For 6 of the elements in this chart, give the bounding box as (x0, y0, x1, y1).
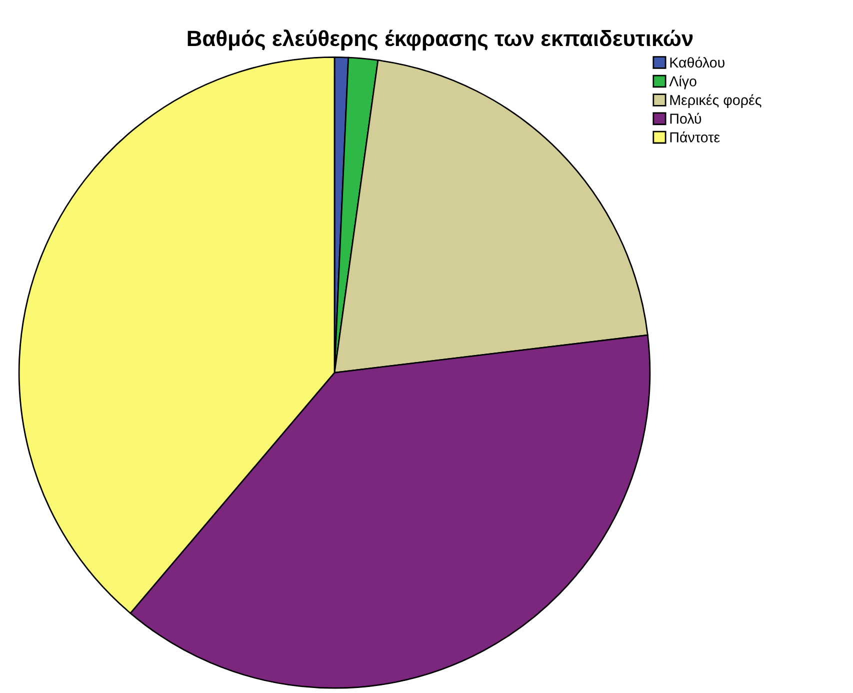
chart-title: Βαθμός ελεύθερης έκφρασης των εκπαιδευτικών (188, 29, 693, 51)
legend-label: Καθόλου (670, 56, 724, 68)
legend-label: Πολύ (670, 112, 702, 124)
legend-label: Πάντοτε (670, 131, 720, 142)
legend-label: Λίγο (669, 75, 696, 90)
legend-label: Μερικές φορές (670, 94, 762, 108)
